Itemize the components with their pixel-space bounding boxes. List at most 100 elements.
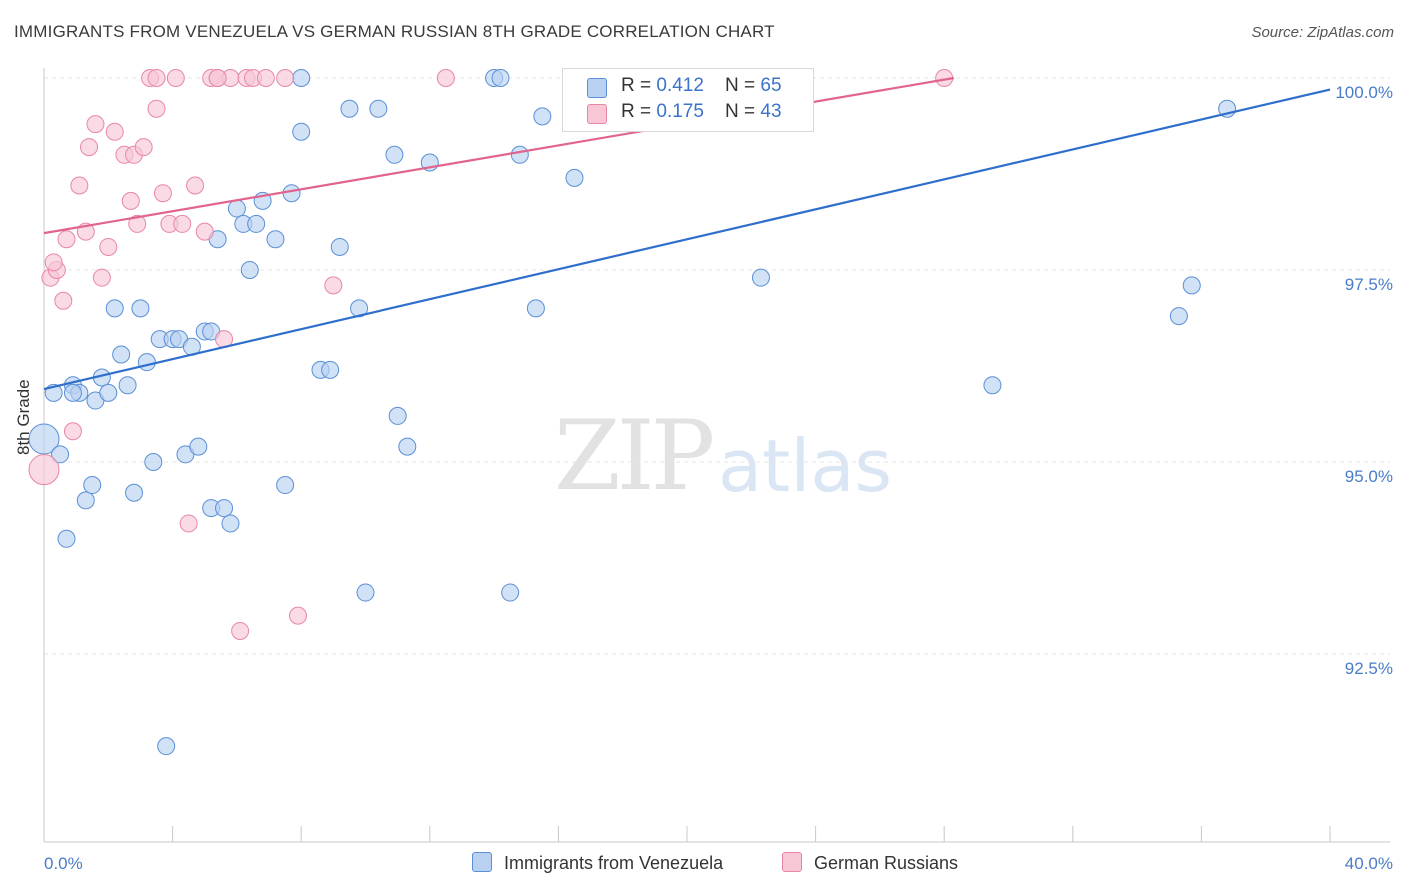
x-tick-label: 40.0% [1345,854,1393,873]
german-russian-point [208,69,227,87]
watermark-atlas: atlas [718,424,892,508]
bottom-legend-swatch-blue [472,852,492,872]
german-russian-point [195,222,214,241]
legend-r-label: R = [621,101,657,122]
venezuela-point [340,99,359,118]
german-russian-point [436,69,455,87]
german-russian-point [70,176,89,195]
legend-r-value: 0.175 [656,101,704,122]
y-tick-label: 92.5% [1345,659,1393,678]
german-russian-point [44,253,63,272]
venezuela-point [227,199,246,218]
venezuela-point [385,145,404,164]
german-russian-point [179,514,198,533]
venezuela-point [565,168,584,187]
german-russian-point [288,606,307,625]
german-russian-point [105,122,124,141]
venezuela-point [292,69,311,87]
venezuela-point [157,737,176,756]
venezuela-point [118,376,137,395]
venezuela-point [28,423,60,455]
venezuela-point [510,145,529,164]
venezuela-point [1182,276,1201,295]
y-tick-label: 100.0% [1335,83,1393,102]
venezuela-point [189,437,208,456]
y-tick-label: 95.0% [1345,467,1393,486]
venezuela-point [215,499,234,518]
german-russian-point [324,276,343,295]
legend-n-label: N = [725,75,761,96]
venezuela-point [131,299,150,318]
venezuela-point [292,122,311,141]
legend-swatch-pink [587,104,607,124]
y-axis-label: 8th Grade [14,379,33,455]
bottom-legend-label: German Russians [814,853,959,873]
venezuela-point [221,514,240,533]
german-russian-point [63,422,82,441]
venezuela-point [137,353,156,372]
venezuela-point [983,376,1002,395]
venezuela-point [240,261,259,279]
venezuela-point [125,483,144,502]
venezuela-point [76,491,95,510]
venezuela-point [282,184,301,203]
legend-r-value: 0.412 [656,75,704,96]
german-russian-point [256,69,275,87]
venezuela-point [63,383,82,402]
venezuela-point [350,299,369,318]
bottom-legend-german-russian: German Russians [782,852,958,874]
venezuela-point [321,360,340,379]
venezuela-point [526,299,545,318]
venezuela-point [276,476,295,495]
german-russian-point [134,138,153,157]
german-russian-point [121,191,140,210]
german-russian-point [54,291,73,310]
y-tick-label: 97.5% [1345,275,1393,294]
venezuela-point [369,99,388,118]
venezuela-point [83,476,102,495]
correlation-legend: R = 0.412 N = 65 R = 0.175 N = 43 [562,68,814,132]
chart-source: Source: ZipAtlas.com [1251,24,1394,41]
venezuela-point [491,69,510,87]
bottom-legend-venezuela: Immigrants from Venezuela [472,852,723,874]
german-russian-point [57,230,76,249]
chart-title: IMMIGRANTS FROM VENEZUELA VS GERMAN RUSS… [14,22,775,41]
venezuela-point [330,237,349,256]
german-russian-point [231,621,250,640]
german-russian-point [276,69,295,87]
legend-n-value: 65 [760,75,782,96]
german-russian-point [147,69,166,87]
bottom-legend-swatch-pink [782,852,802,872]
venezuela-trend-line [43,88,1331,391]
venezuela-point [266,230,285,249]
german-russian-point [99,237,118,256]
german-russian-point [128,214,147,233]
legend-r-label: R = [621,75,657,96]
venezuela-point [751,268,770,287]
german-russian-point [173,214,192,233]
legend-n-label: N = [725,101,761,122]
x-tick-label: 0.0% [44,854,83,873]
german-russian-point [28,454,60,486]
venezuela-point [112,345,131,364]
german-russian-point [186,176,205,195]
legend-swatch-blue [587,78,607,98]
german-russian-point [92,268,111,287]
venezuela-point [356,583,375,602]
venezuela-point [388,406,407,425]
venezuela-point [57,529,76,548]
venezuela-point [247,214,266,233]
venezuela-point [501,583,520,602]
venezuela-point [105,299,124,318]
venezuela-point [144,453,163,471]
german-russian-point [147,99,166,118]
german-russian-point [153,184,172,203]
german-russian-point [80,138,99,157]
venezuela-point [398,437,417,456]
bottom-legend-label: Immigrants from Venezuela [504,853,724,873]
watermark-zip: ZIP [554,400,715,512]
legend-n-value: 43 [760,101,782,122]
german-russian-point [166,69,185,87]
venezuela-point [1169,307,1188,326]
